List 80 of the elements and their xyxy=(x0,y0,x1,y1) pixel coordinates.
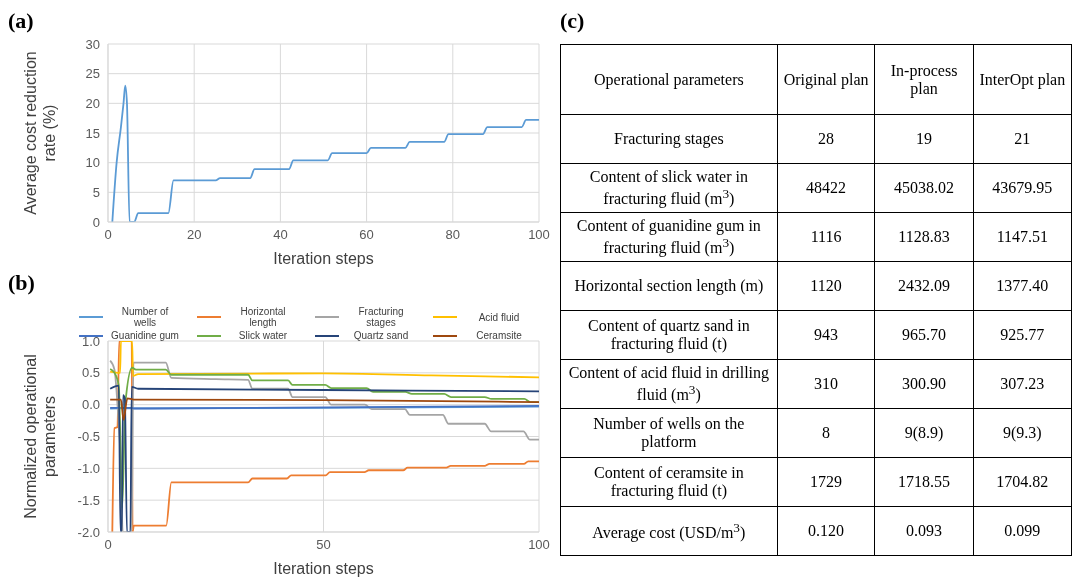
x-tick-label: 100 xyxy=(528,227,550,243)
y-tick-label: -1.0 xyxy=(77,460,100,476)
text: 9(8.9) xyxy=(904,424,944,441)
category-label: In-process plan xyxy=(874,44,974,115)
y-tick-label: 20 xyxy=(85,95,100,111)
category-label: Content of guanidine gum in fracturing fluid (m$^{3}$) xyxy=(576,216,761,257)
text: 1147.51 xyxy=(996,228,1049,245)
text: 307.23 xyxy=(1000,375,1045,392)
text: 43679.95 xyxy=(992,179,1053,196)
x-axis-title: Iteration steps xyxy=(273,250,374,267)
y-axis-title: Average cost reduction rate (%) xyxy=(22,51,58,215)
y-tick-label: 10 xyxy=(85,155,100,171)
category-label: Horizontal section length (m) xyxy=(574,277,764,294)
legend-label: Guanidine gum xyxy=(110,330,180,341)
text: 2432.09 xyxy=(898,277,951,294)
text: 1116 xyxy=(810,228,842,245)
line-series xyxy=(109,397,539,421)
x-tick-label: 0 xyxy=(104,227,112,243)
text: 21 xyxy=(1014,130,1031,147)
legend-label: Quartz sand xyxy=(352,330,410,341)
category-label: Fracturing stages xyxy=(613,130,724,147)
category-label: Number of wells on the platform xyxy=(593,415,745,450)
x-axis-title: Iteration steps xyxy=(273,560,374,577)
x-tick-label: 40 xyxy=(273,227,288,243)
text: 0.093 xyxy=(906,522,943,539)
chart-title: (b) xyxy=(8,270,36,297)
category-label: Content of ceramsite in fracturing fluid (t) xyxy=(593,464,744,499)
x-tick-label: 80 xyxy=(445,227,461,243)
text: 1704.82 xyxy=(996,473,1049,490)
y-tick-label: 0.5 xyxy=(81,365,100,381)
y-tick-label: 15 xyxy=(85,125,100,141)
category-label: Original plan xyxy=(777,44,875,115)
y-tick-label: -1.5 xyxy=(77,492,100,508)
text: 1377.40 xyxy=(996,277,1049,294)
text: 1128.83 xyxy=(898,228,950,245)
text: 0.120 xyxy=(808,522,845,539)
legend-label: Horizontal length xyxy=(239,306,287,328)
y-tick-label: 1.0 xyxy=(81,333,100,349)
chart-title: (a) xyxy=(8,8,35,35)
text: 8 xyxy=(822,424,831,441)
text: 45038.02 xyxy=(894,179,955,196)
line-series xyxy=(111,84,539,222)
y-tick-label: 30 xyxy=(85,36,100,52)
category-label: Content of slick water in fracturing fluid (m$^{3}$) xyxy=(589,167,748,208)
text: 943 xyxy=(814,326,839,343)
text: 965.70 xyxy=(902,326,947,343)
legend-label: Acid fluid xyxy=(477,311,521,323)
y-axis-title: Normalized operational parameters xyxy=(22,354,58,519)
text: 9(9.3) xyxy=(1003,424,1042,441)
legend-label: Slick water xyxy=(237,330,289,341)
x-tick-label: 0 xyxy=(104,537,112,553)
category-label: Content of quartz sand in fracturing fluid (t) xyxy=(587,317,750,352)
text: (c) xyxy=(560,8,586,35)
legend-label: Ceramsite xyxy=(475,330,523,341)
text: 300.90 xyxy=(902,375,947,392)
x-tick-label: 60 xyxy=(359,227,374,243)
y-tick-label: -2.0 xyxy=(77,524,100,540)
y-tick-label: 0.0 xyxy=(81,397,100,413)
text: 1120 xyxy=(810,277,842,294)
text: 48422 xyxy=(806,179,847,196)
text: Operational parameters xyxy=(560,44,778,115)
x-tick-label: 20 xyxy=(186,227,202,243)
text: 19 xyxy=(916,130,933,147)
y-tick-label: 5 xyxy=(92,184,100,200)
category-label: Average cost (USD/m$^{3}$) xyxy=(592,519,746,542)
x-tick-label: 50 xyxy=(316,537,331,553)
text: 310 xyxy=(814,375,839,392)
text: 0.099 xyxy=(1004,522,1041,539)
legend-label: Number of wells xyxy=(120,306,170,328)
text: 28 xyxy=(818,130,835,147)
category-label: Content of acid fluid in drilling fluid (m$^{3}$) xyxy=(568,363,770,404)
category-label: InterOpt plan xyxy=(973,44,1072,115)
text: 1718.55 xyxy=(898,473,951,490)
text: 1729 xyxy=(810,473,843,490)
legend-label: Fracturing stages xyxy=(357,306,405,328)
y-tick-label: 25 xyxy=(85,66,100,82)
text: 925.77 xyxy=(1000,326,1045,343)
y-tick-label: -0.5 xyxy=(77,429,100,445)
x-tick-label: 100 xyxy=(528,537,550,553)
y-tick-label: 0 xyxy=(92,214,100,230)
